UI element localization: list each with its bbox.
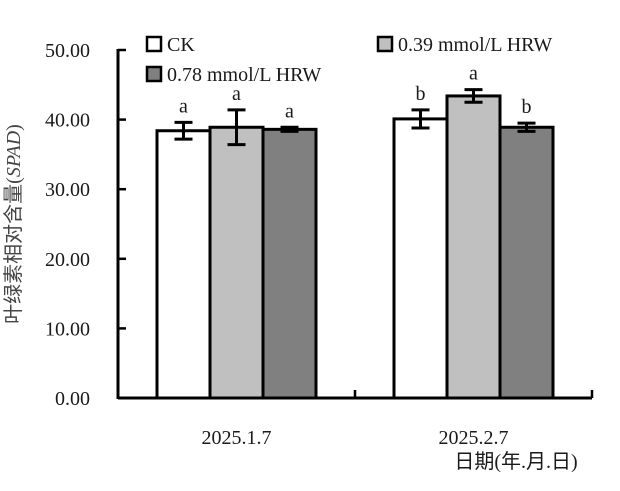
significance-label: b [522, 96, 532, 118]
y-axis: 0.00 10.00 20.00 30.00 40.00 50.00 [45, 40, 126, 410]
legend: CK 0.39 mmol/L HRW 0.78 mmol/L HRW [145, 34, 552, 86]
bars: a a a b a b [155, 63, 555, 400]
bar [155, 129, 212, 400]
y-axis-label-text: 叶绿素相对含量( [2, 177, 25, 324]
significance-label: a [469, 63, 478, 85]
y-tick-label: 0.00 [55, 388, 90, 410]
legend-swatch [145, 65, 163, 83]
x-tick-label: 2025.2.7 [439, 427, 509, 449]
bar [392, 117, 449, 400]
y-axis-label-unit: SPAD [3, 130, 25, 177]
x-axis: 2025.1.7 2025.2.7 [116, 390, 594, 449]
bar [498, 125, 555, 400]
significance-label: a [232, 83, 241, 105]
significance-label: a [179, 95, 188, 117]
legend-label: CK [167, 34, 195, 56]
significance-label: a [285, 100, 294, 122]
y-tick-label: 40.00 [45, 110, 90, 132]
x-tick-label: 2025.1.7 [202, 427, 272, 449]
bar [445, 94, 502, 400]
bar [261, 127, 318, 400]
legend-label: 0.39 mmol/L HRW [398, 34, 552, 56]
legend-swatch [145, 35, 163, 53]
significance-label: b [416, 83, 426, 105]
legend-swatch [376, 35, 394, 53]
x-axis-label: 日期(年.月.日) [454, 450, 577, 473]
legend-label: 0.78 mmol/L HRW [167, 64, 321, 86]
y-tick-label: 50.00 [45, 40, 90, 62]
y-axis-label: 叶绿素相对含量(SPAD) [2, 124, 25, 324]
y-tick-label: 20.00 [45, 249, 90, 271]
y-axis-label-close: ) [3, 124, 25, 131]
y-tick-label: 30.00 [45, 179, 90, 201]
y-tick-label: 10.00 [45, 318, 90, 340]
bar [208, 125, 265, 400]
